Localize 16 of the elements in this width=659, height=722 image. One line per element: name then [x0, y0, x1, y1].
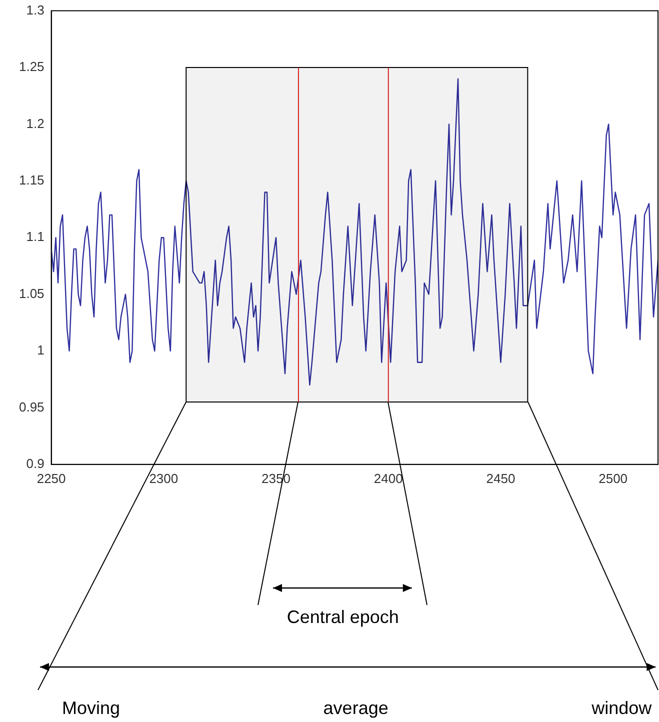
x-tick-label: 2500 [598, 470, 628, 486]
x-tick-label: 2400 [374, 470, 403, 486]
text: Moving average window [62, 698, 652, 718]
y-tick-label: 1.3 [26, 2, 44, 18]
x-tick-label: 2250 [36, 470, 66, 486]
y-tick-label: 0.95 [18, 399, 44, 414]
x-tick-label: 2450 [486, 470, 516, 486]
y-tick-label: 0.9 [26, 456, 44, 471]
y-tick-label: 1.05 [18, 286, 44, 301]
y-tick-label: 1.2 [26, 116, 44, 131]
text: Central epoch [286, 607, 399, 627]
y-tick-label: 1.1 [26, 229, 44, 244]
y-tick-label: 1.15 [18, 172, 44, 188]
y-tick-label: 1 [37, 342, 44, 358]
y-tick-label: 1.25 [18, 59, 44, 74]
x-tick-label: 2300 [149, 470, 178, 486]
